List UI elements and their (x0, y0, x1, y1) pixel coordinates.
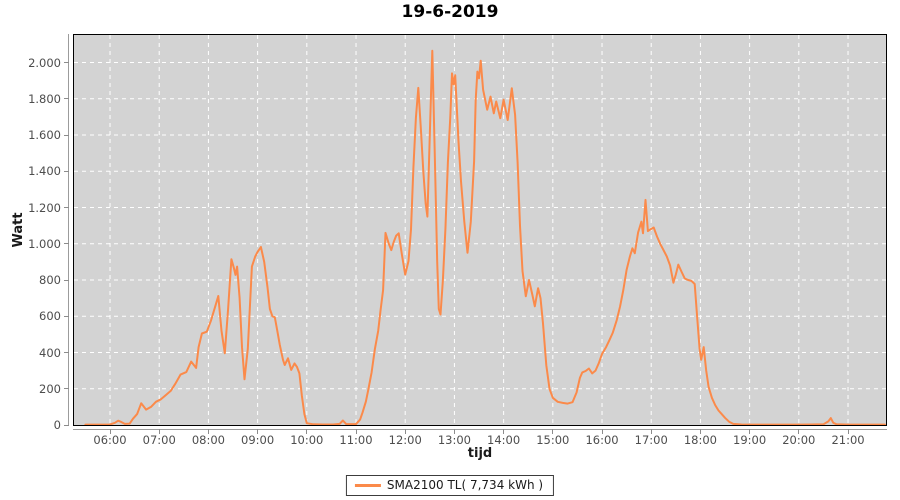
x-tick-mark (453, 429, 455, 434)
x-axis-label: tijd (467, 446, 493, 461)
y-tick-label: 400 (39, 345, 61, 360)
x-tick-mark (798, 429, 800, 434)
chart-canvas (74, 35, 886, 425)
x-tick-label: 16:00 (585, 433, 619, 447)
y-tick-mark (64, 424, 69, 426)
x-tick-label: 13:00 (437, 433, 471, 447)
x-tick-mark (257, 429, 259, 434)
x-tick-mark (158, 429, 160, 434)
x-tick-mark (109, 429, 111, 434)
legend-series-label: SMA2100 TL( 7,734 kWh ) (386, 478, 544, 492)
x-tick-label: 21:00 (831, 433, 865, 447)
y-tick-mark (64, 62, 69, 64)
y-tick-mark (64, 170, 69, 172)
x-tick-mark (552, 429, 554, 434)
x-tick-label: 08:00 (191, 433, 225, 447)
y-tick-mark (64, 207, 69, 209)
y-tick-mark (64, 243, 69, 245)
x-tick-label: 19:00 (733, 433, 767, 447)
y-tick-mark (64, 98, 69, 100)
y-tick-label: 200 (39, 381, 61, 396)
x-tick-label: 09:00 (241, 433, 275, 447)
y-tick-mark (64, 315, 69, 317)
y-tick-label: 1.400 (28, 164, 61, 179)
x-tick-label: 20:00 (782, 433, 816, 447)
y-tick-label: 1.200 (28, 200, 61, 215)
x-tick-label: 06:00 (93, 433, 127, 447)
legend-line-swatch (354, 483, 381, 487)
y-tick-label: 600 (39, 309, 61, 324)
y-tick-mark (64, 134, 69, 136)
x-tick-mark (355, 429, 357, 434)
y-tick-mark (64, 388, 69, 390)
x-tick-label: 18:00 (683, 433, 717, 447)
y-tick-label: 1.600 (28, 128, 61, 143)
x-tick-mark (503, 429, 505, 434)
y-tick-label: 0 (53, 418, 61, 432)
plot-area (73, 34, 887, 426)
y-tick-label: 1.800 (28, 91, 61, 106)
y-tick-label: 2.000 (28, 55, 61, 70)
chart-title: 19-6-2019 (401, 2, 499, 22)
x-tick-label: 14:00 (487, 433, 521, 447)
x-tick-mark (306, 429, 308, 434)
x-tick-label: 17:00 (634, 433, 668, 447)
x-tick-mark (601, 429, 603, 434)
series-line (84, 49, 886, 425)
x-tick-label: 15:00 (536, 433, 570, 447)
y-tick-label: 1.000 (28, 236, 61, 251)
y-axis-line (68, 34, 69, 426)
y-tick-mark (64, 279, 69, 281)
x-tick-mark (650, 429, 652, 434)
x-tick-mark (847, 429, 849, 434)
y-tick-mark (64, 352, 69, 353)
legend: SMA2100 TL( 7,734 kWh ) (345, 475, 555, 496)
x-axis-line (73, 429, 887, 430)
y-axis-label: Watt (11, 212, 26, 248)
x-tick-label: 07:00 (142, 433, 176, 447)
x-tick-label: 11:00 (339, 433, 373, 447)
x-tick-mark (404, 429, 406, 434)
x-tick-label: 12:00 (388, 433, 422, 447)
x-tick-mark (749, 429, 751, 434)
x-tick-mark (207, 429, 209, 434)
x-tick-label: 10:00 (290, 433, 324, 447)
y-tick-label: 800 (39, 273, 61, 288)
x-tick-mark (699, 429, 701, 434)
